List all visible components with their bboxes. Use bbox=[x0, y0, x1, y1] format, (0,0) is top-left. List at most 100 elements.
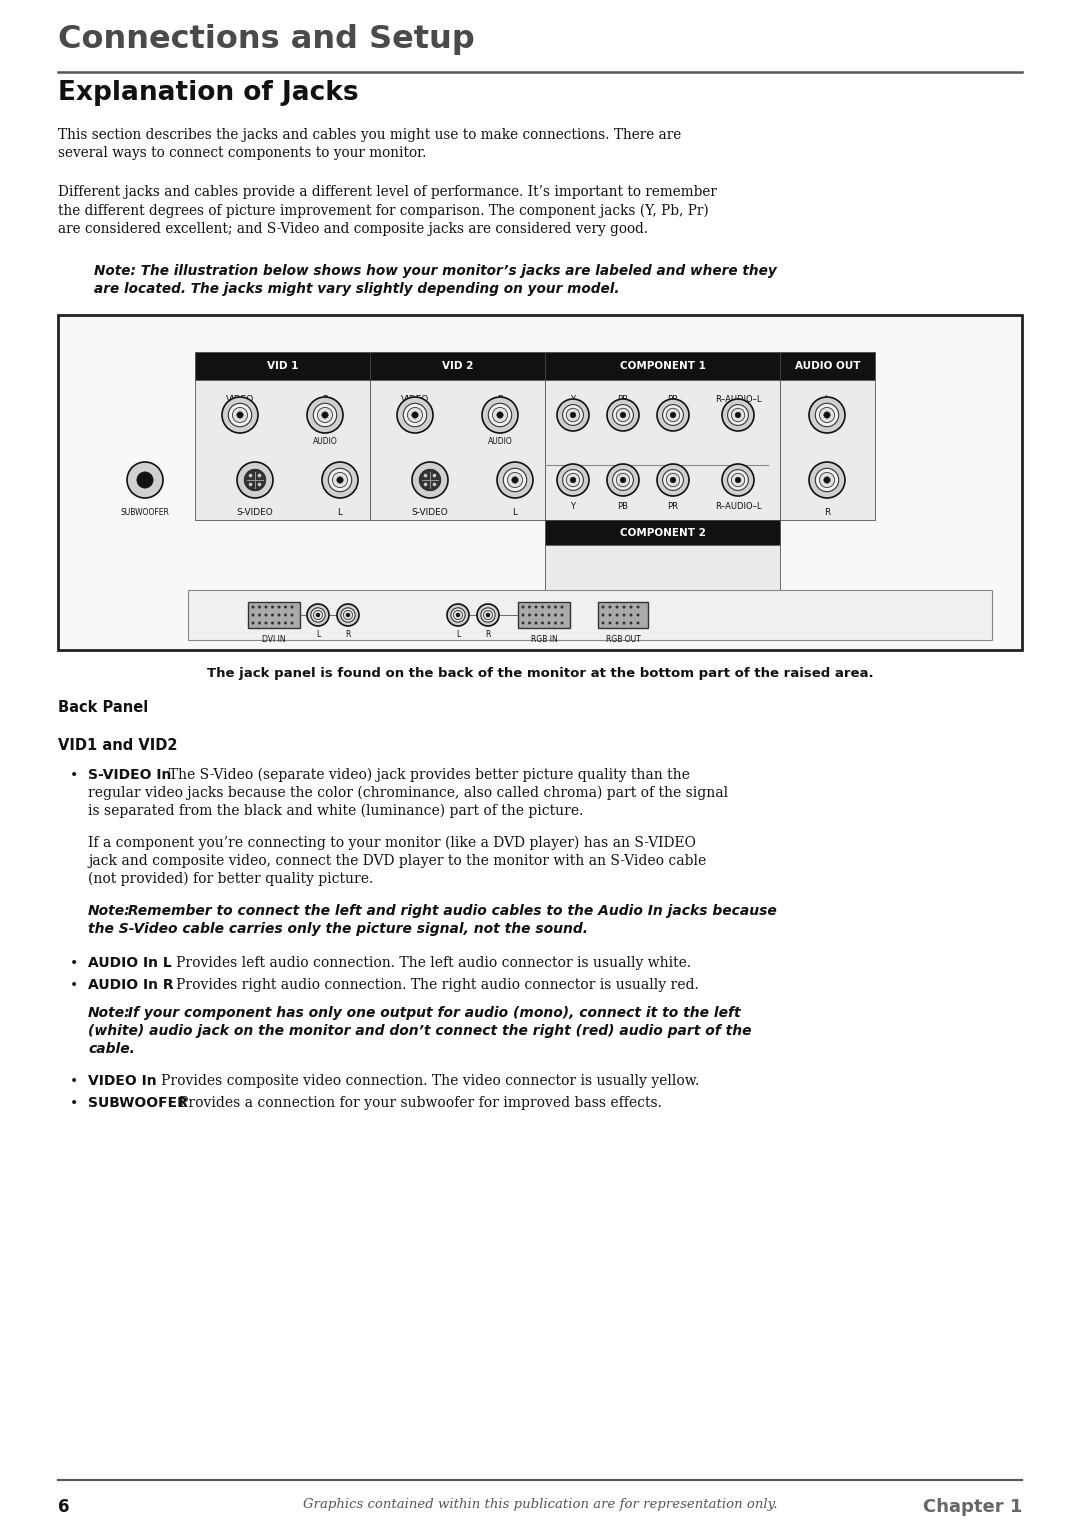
Circle shape bbox=[608, 605, 611, 608]
Circle shape bbox=[602, 614, 605, 616]
Circle shape bbox=[622, 622, 625, 625]
Circle shape bbox=[528, 614, 531, 616]
Text: If your component has only one output for audio (mono), connect it to the left: If your component has only one output fo… bbox=[123, 1005, 741, 1021]
Circle shape bbox=[316, 613, 320, 617]
Circle shape bbox=[657, 399, 689, 431]
Circle shape bbox=[313, 610, 323, 620]
Circle shape bbox=[481, 608, 495, 622]
Circle shape bbox=[541, 614, 544, 616]
Circle shape bbox=[636, 622, 639, 625]
Circle shape bbox=[497, 411, 503, 419]
Circle shape bbox=[602, 605, 605, 608]
Circle shape bbox=[554, 622, 557, 625]
Text: RGB IN: RGB IN bbox=[530, 636, 557, 643]
Circle shape bbox=[343, 610, 352, 620]
Circle shape bbox=[666, 474, 679, 487]
Text: PR: PR bbox=[667, 503, 678, 510]
Text: L: L bbox=[337, 507, 342, 516]
Text: PB: PB bbox=[618, 503, 629, 510]
Circle shape bbox=[258, 614, 261, 616]
Circle shape bbox=[617, 474, 630, 487]
Circle shape bbox=[541, 605, 544, 608]
Circle shape bbox=[433, 474, 436, 477]
Circle shape bbox=[522, 614, 525, 616]
Text: RGB OUT: RGB OUT bbox=[606, 636, 640, 643]
Circle shape bbox=[423, 483, 428, 486]
Circle shape bbox=[322, 461, 357, 498]
Circle shape bbox=[607, 465, 639, 497]
Circle shape bbox=[222, 397, 258, 432]
Text: SUBWOOFER: SUBWOOFER bbox=[87, 1096, 188, 1109]
Circle shape bbox=[570, 413, 576, 417]
Circle shape bbox=[265, 614, 268, 616]
Circle shape bbox=[723, 399, 754, 431]
Text: 6: 6 bbox=[58, 1497, 69, 1516]
Text: Back Panel: Back Panel bbox=[58, 700, 148, 715]
Circle shape bbox=[735, 413, 741, 417]
Text: AUDIO: AUDIO bbox=[312, 437, 337, 446]
Circle shape bbox=[258, 622, 261, 625]
Circle shape bbox=[311, 608, 325, 622]
FancyBboxPatch shape bbox=[598, 602, 648, 628]
Circle shape bbox=[535, 622, 538, 625]
Text: SUBWOOFER: SUBWOOFER bbox=[121, 507, 170, 516]
Bar bbox=[545, 351, 780, 380]
Circle shape bbox=[244, 469, 266, 490]
Circle shape bbox=[252, 605, 255, 608]
Circle shape bbox=[307, 397, 343, 432]
Circle shape bbox=[563, 469, 583, 490]
Text: Y: Y bbox=[570, 503, 576, 510]
Circle shape bbox=[271, 605, 274, 608]
Circle shape bbox=[291, 614, 294, 616]
Text: Note:: Note: bbox=[87, 905, 131, 918]
Text: (not provided) for better quality picture.: (not provided) for better quality pictur… bbox=[87, 872, 374, 886]
Circle shape bbox=[433, 483, 436, 486]
Circle shape bbox=[284, 614, 287, 616]
Circle shape bbox=[561, 622, 564, 625]
Circle shape bbox=[630, 605, 633, 608]
Circle shape bbox=[411, 461, 448, 498]
Text: DVI IN: DVI IN bbox=[262, 636, 286, 643]
Text: •: • bbox=[70, 1074, 78, 1088]
Text: AUDIO: AUDIO bbox=[488, 437, 512, 446]
Circle shape bbox=[670, 413, 676, 417]
Circle shape bbox=[548, 605, 551, 608]
Text: R: R bbox=[497, 396, 503, 403]
Circle shape bbox=[557, 399, 589, 431]
Circle shape bbox=[666, 408, 679, 422]
Circle shape bbox=[397, 397, 433, 432]
Circle shape bbox=[522, 622, 525, 625]
Text: L: L bbox=[456, 630, 460, 639]
Circle shape bbox=[484, 610, 492, 620]
Circle shape bbox=[337, 604, 359, 626]
Circle shape bbox=[563, 405, 583, 425]
Circle shape bbox=[554, 605, 557, 608]
Text: AUDIO OUT: AUDIO OUT bbox=[795, 361, 861, 371]
Text: This section describes the jacks and cables you might use to make connections. T: This section describes the jacks and cab… bbox=[58, 128, 681, 160]
Circle shape bbox=[663, 405, 684, 425]
Circle shape bbox=[265, 622, 268, 625]
Text: Remember to connect the left and right audio cables to the Audio In jacks becaus: Remember to connect the left and right a… bbox=[123, 905, 777, 918]
Circle shape bbox=[728, 405, 748, 425]
Circle shape bbox=[486, 613, 490, 617]
Bar bbox=[195, 380, 370, 520]
Text: Y: Y bbox=[570, 396, 576, 403]
Text: Provides left audio connection. The left audio connector is usually white.: Provides left audio connection. The left… bbox=[163, 957, 691, 970]
Text: R: R bbox=[485, 630, 490, 639]
Text: COMPONENT 1: COMPONENT 1 bbox=[620, 361, 705, 371]
Circle shape bbox=[228, 403, 252, 426]
Text: Graphics contained within this publication are for representation only.: Graphics contained within this publicati… bbox=[302, 1497, 778, 1511]
Circle shape bbox=[620, 477, 626, 483]
Circle shape bbox=[278, 605, 281, 608]
Circle shape bbox=[450, 608, 465, 622]
Circle shape bbox=[824, 411, 831, 419]
Text: S-VIDEO In: S-VIDEO In bbox=[87, 769, 172, 782]
Circle shape bbox=[488, 403, 512, 426]
Circle shape bbox=[824, 477, 831, 483]
Circle shape bbox=[313, 403, 337, 426]
Circle shape bbox=[528, 622, 531, 625]
Text: L: L bbox=[315, 630, 320, 639]
Text: Provides a connection for your subwoofer for improved bass effects.: Provides a connection for your subwoofer… bbox=[166, 1096, 662, 1109]
Text: (white) audio jack on the monitor and don’t connect the right (red) audio part o: (white) audio jack on the monitor and do… bbox=[87, 1024, 752, 1038]
Bar bbox=[58, 315, 1022, 649]
